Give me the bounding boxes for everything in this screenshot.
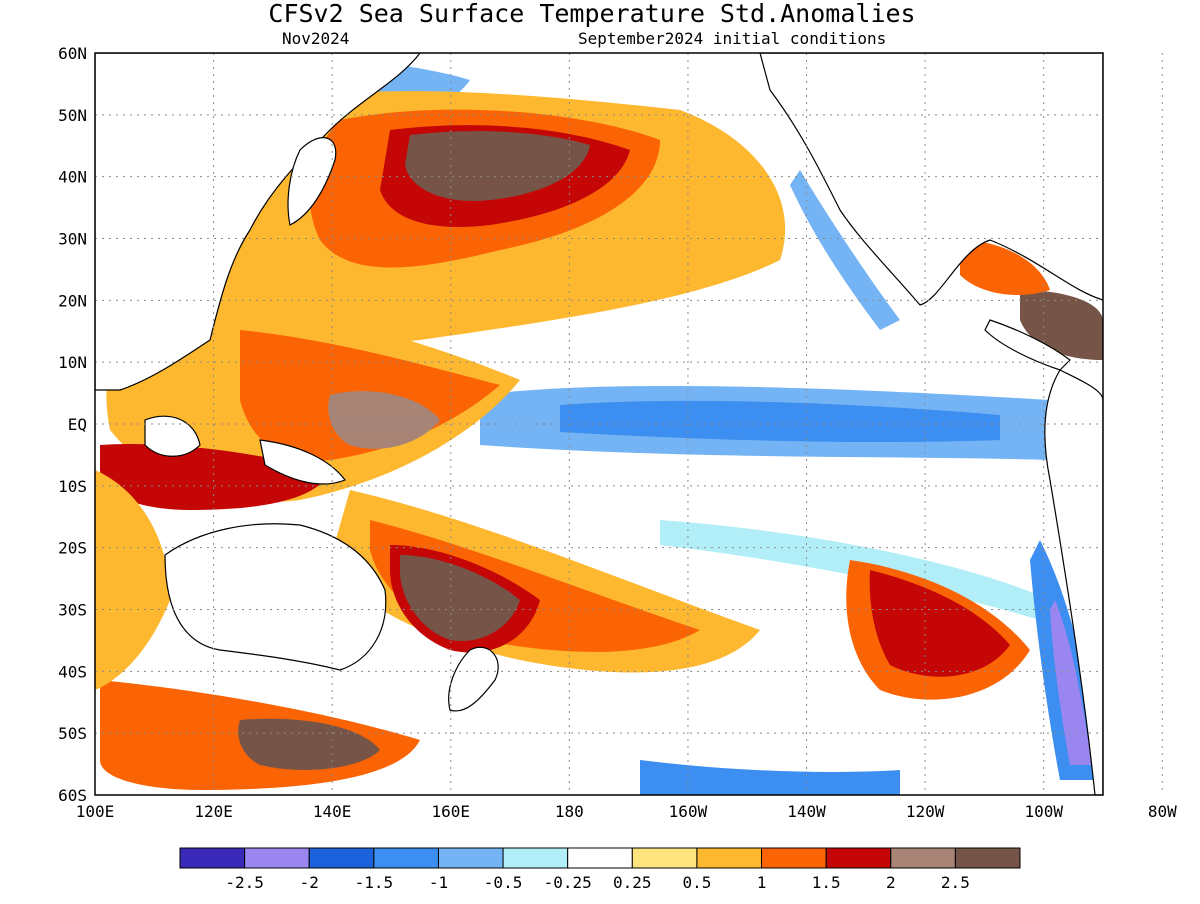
longitude-label: 120E [194, 802, 233, 821]
tasman-peak [400, 555, 520, 641]
latitude-label: 60S [58, 786, 87, 805]
colorbar-swatch [179, 847, 246, 869]
colorbar-label: -0.25 [544, 873, 592, 892]
longitude-label: 140E [313, 802, 352, 821]
latitude-label: 40N [58, 168, 87, 187]
colorbar-label: 1.5 [812, 873, 841, 892]
latitude-label: 10N [58, 353, 87, 372]
longitude-label: 140W [787, 802, 826, 821]
asia-coast [95, 53, 421, 391]
colorbar-label: 0.25 [613, 873, 652, 892]
south-america-coast [1044, 369, 1103, 795]
japan-coast [287, 137, 337, 226]
colorbar-swatch [437, 847, 504, 869]
colorbar-label: 1 [757, 873, 767, 892]
borneo-coast [144, 415, 201, 457]
longitude-label: 80W [1148, 802, 1177, 821]
colorbar-label: -1 [429, 873, 448, 892]
colorbar-labels: -2.5 -2 -1.5 -1 -0.5 -0.25 0.25 0.5 1 1.5 2 2.5 [225, 873, 969, 892]
north-america-coast [759, 53, 1103, 306]
longitude-label: 160E [431, 802, 470, 821]
colorbar-label: 2 [886, 873, 896, 892]
latitude-label: 50S [58, 724, 87, 743]
map-panel: 60N 50N 40N 30N 20N 10N EQ 10S 20S 30S 40S 50S 60S 1… [58, 44, 1177, 821]
colorbar-label: -2 [300, 873, 319, 892]
colorbar-swatch [631, 847, 698, 869]
equatorial-cold-tongue-core [560, 400, 1000, 443]
new-guinea-coast [259, 439, 346, 485]
gulf-warm [960, 240, 1050, 295]
southern-ocean-cool [640, 760, 900, 795]
colorbar [179, 847, 1021, 869]
australia-coast [164, 523, 387, 671]
latitude-label: 60N [58, 44, 87, 63]
longitude-labels: 100E 120E 140E 160E 180 160W 140W 120W 100W 80W [76, 802, 1177, 821]
new-zealand-coast [448, 646, 499, 712]
colorbar-swatch [567, 847, 633, 869]
coastlines [95, 53, 1103, 795]
initial-conditions: September2024 initial conditions [578, 29, 886, 48]
colorbar-label: -0.5 [484, 873, 523, 892]
colorbar-label: 2.5 [941, 873, 970, 892]
latitude-label: 20N [58, 291, 87, 310]
latitude-label: 30S [58, 601, 87, 620]
graticule [95, 53, 1163, 795]
longitude-label: 180 [555, 802, 584, 821]
colorbar-swatch [308, 847, 375, 869]
colorbar-swatch [761, 847, 827, 869]
colorbar-label: -2.5 [225, 873, 264, 892]
se-pacific-core [869, 570, 1010, 677]
west-pacific-core [328, 391, 440, 449]
colorbar-swatch [825, 847, 892, 869]
north-pacific-peak [405, 131, 590, 201]
colorbar-label: -1.5 [355, 873, 394, 892]
colorbar-swatch [244, 847, 310, 869]
colorbar-swatch [696, 847, 763, 869]
longitude-label: 160W [669, 802, 708, 821]
southern-indian-core [238, 718, 380, 770]
latitude-labels: 60N 50N 40N 30N 20N 10N EQ 10S 20S 30S 40S 50S 60S [58, 44, 87, 805]
colorbar-swatch [954, 847, 1021, 869]
colorbar-swatch [373, 847, 439, 869]
longitude-label: 120W [906, 802, 945, 821]
indian-ocean-warm [95, 470, 170, 690]
latitude-label: 20S [58, 539, 87, 558]
longitude-label: 100W [1024, 802, 1063, 821]
latitude-label: 50N [58, 106, 87, 125]
colorbar-label: 0.5 [682, 873, 711, 892]
chart-title: CFSv2 Sea Surface Temperature Std.Anomal… [268, 0, 915, 28]
longitude-label: 100E [76, 802, 115, 821]
latitude-label: EQ [68, 415, 87, 434]
map-frame [94, 52, 1104, 796]
ne-pacific-cool-coast [790, 170, 900, 330]
latitude-label: 30N [58, 230, 87, 249]
latitude-label: 40S [58, 662, 87, 681]
colorbar-swatch [502, 847, 569, 869]
colorbar-swatch [890, 847, 956, 869]
south-american-coast-cool-core [1050, 600, 1092, 765]
forecast-month: Nov2024 [282, 29, 349, 48]
latitude-label: 10S [58, 477, 87, 496]
